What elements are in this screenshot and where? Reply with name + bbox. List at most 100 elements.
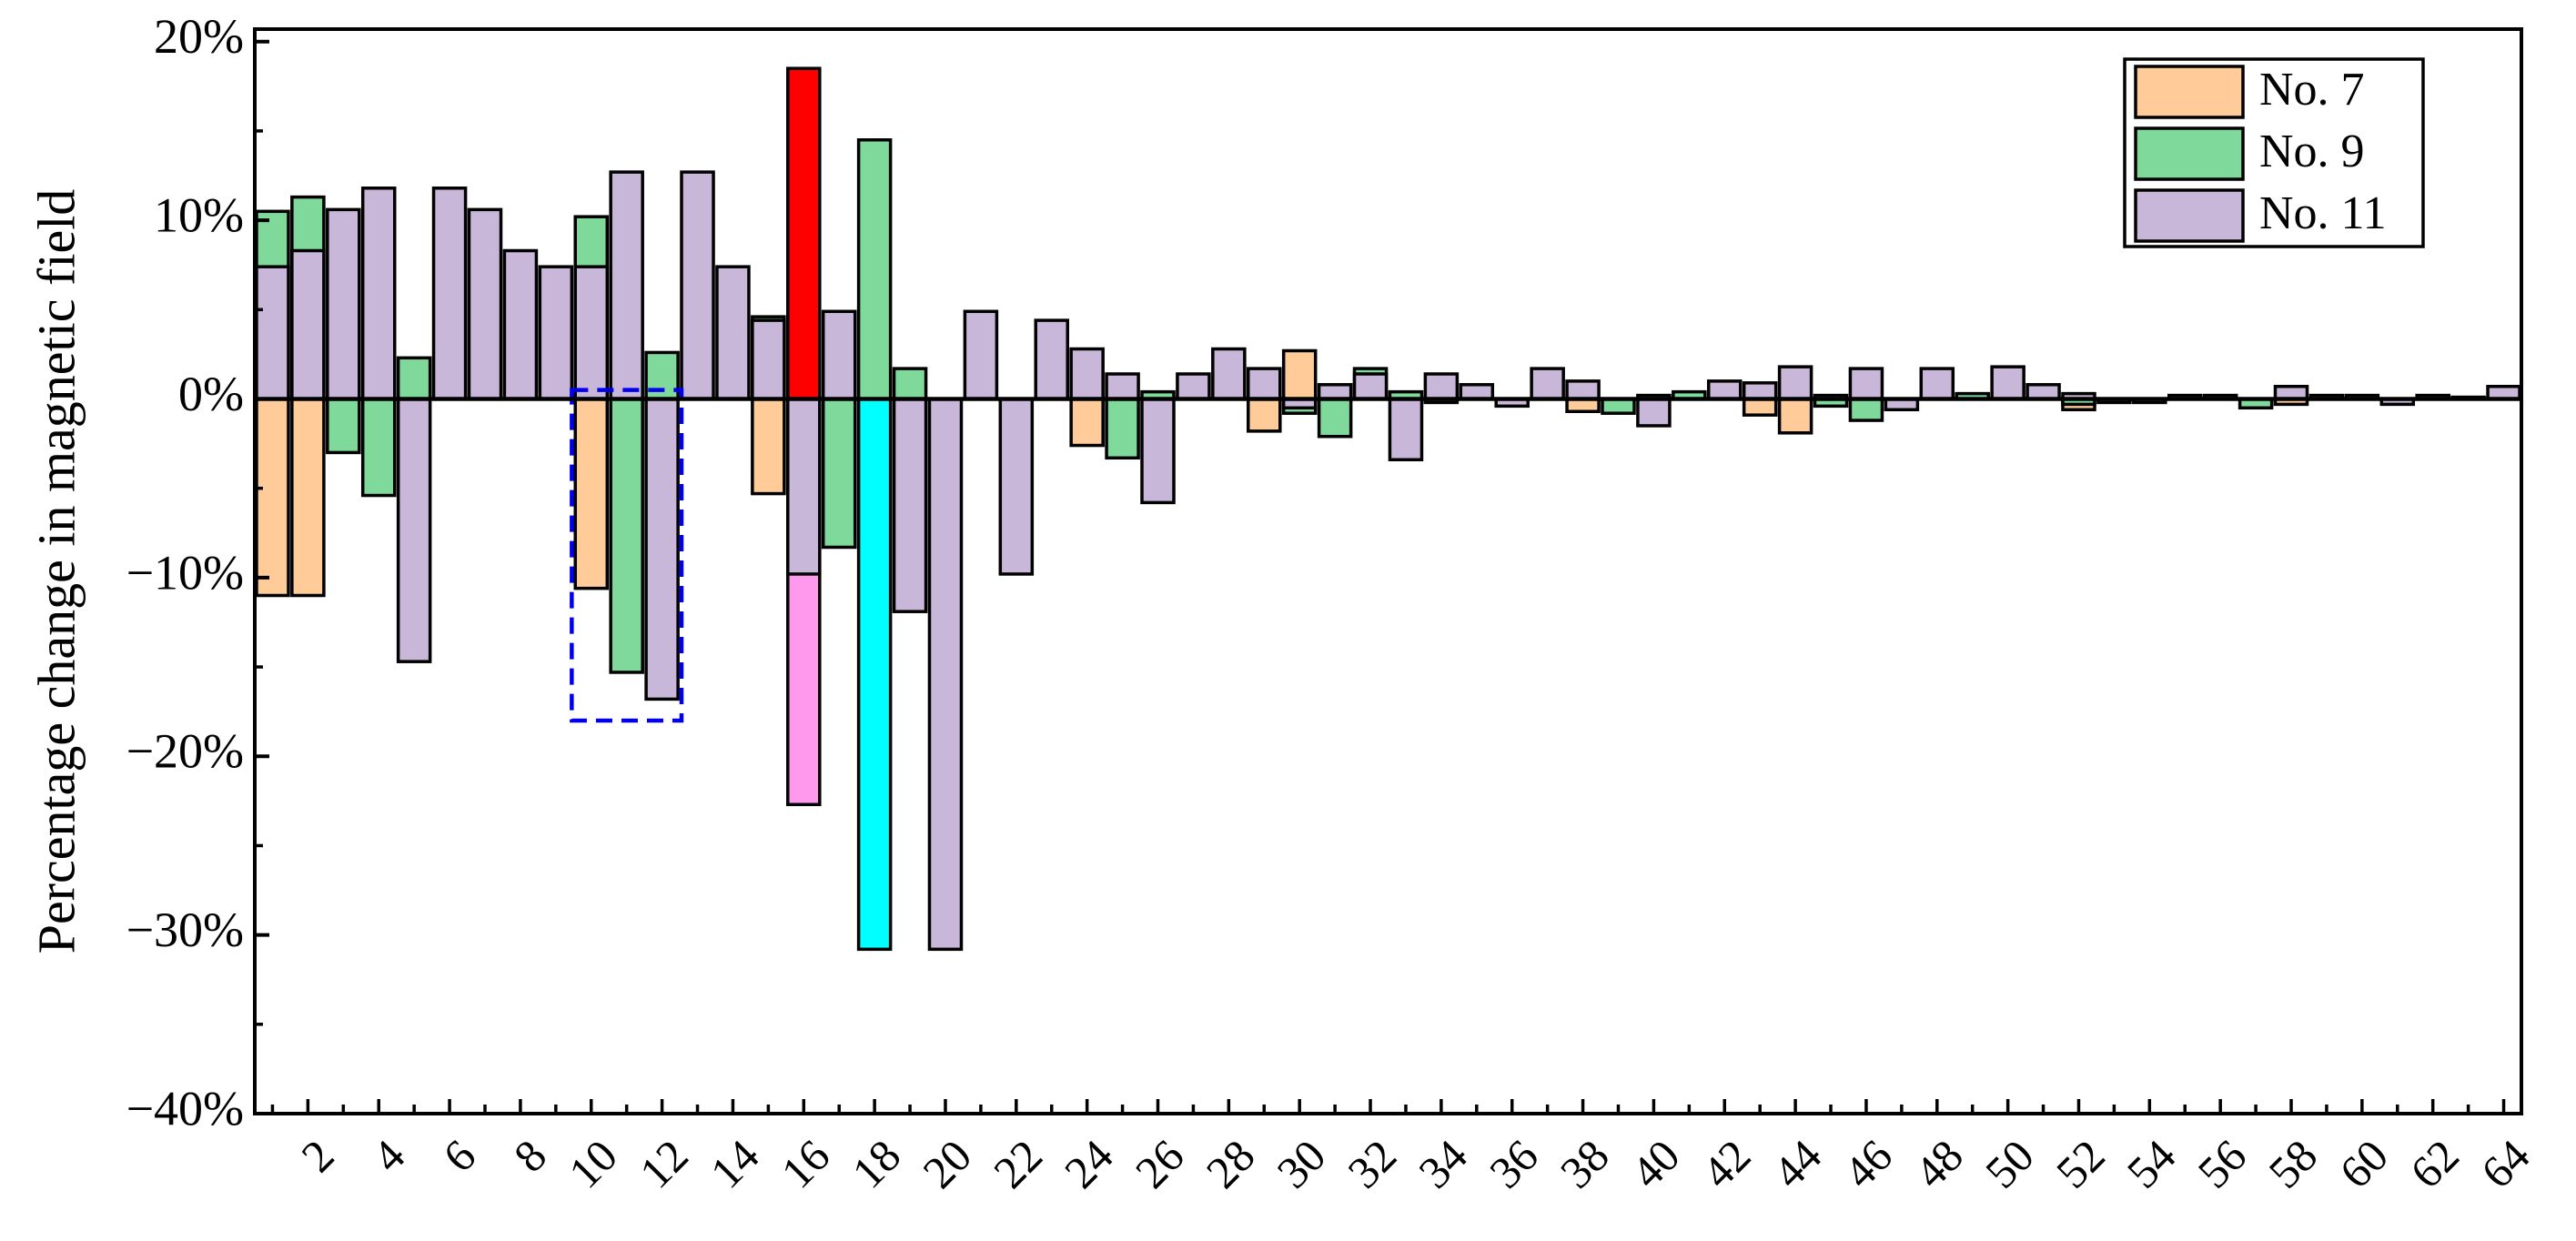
y-tick-label: −40% [126,1081,244,1135]
x-tick-label: 8 [504,1130,556,1182]
x-tick-label: 26 [1126,1130,1194,1198]
x-tick-label: 18 [842,1130,910,1198]
x-tick-label: 14 [701,1130,769,1198]
legend-swatch [2134,126,2245,181]
bar [1777,397,1813,435]
bar [751,397,786,496]
bar [856,138,893,401]
bar [396,356,432,401]
y-tick-label: 0% [178,367,244,421]
bar [431,187,468,401]
x-tick-label: 4 [362,1130,414,1182]
bar [1423,372,1460,401]
bar [1777,365,1813,401]
bar [1919,367,1955,401]
bar [1848,397,1884,422]
x-tick-label: 6 [433,1130,485,1182]
x-tick-label: 22 [984,1130,1052,1198]
bar [892,367,928,401]
legend-swatch [2134,65,2245,119]
bar [856,397,893,952]
bar [2025,383,2061,401]
bar [1069,397,1105,448]
bar [680,170,715,401]
x-tick-label: 16 [772,1130,840,1198]
x-tick-label: 24 [1055,1130,1123,1198]
x-tick-label: 30 [1267,1130,1335,1198]
x-tick-label: 42 [1692,1130,1761,1198]
annotation-box [570,388,684,723]
bar [326,207,361,401]
bar [290,397,326,598]
bar [786,397,822,576]
x-tick-label: 10 [559,1130,627,1198]
bar [963,309,999,401]
bar [255,397,290,598]
bar [1742,397,1778,417]
bar [1706,379,1743,401]
x-tick-label: 48 [1904,1130,1973,1198]
bar [1281,348,1318,401]
bar [467,207,503,401]
bar [1742,381,1778,401]
x-tick-label: 58 [2258,1130,2327,1198]
bar [290,248,326,401]
bar [360,397,397,498]
bar [360,187,397,401]
bar [1388,397,1424,462]
bar [644,397,680,701]
bar [927,397,964,952]
y-axis-title: Percentage change in magnetic field [26,189,86,954]
x-tick-label: 28 [1197,1130,1265,1198]
bar [396,397,432,663]
bar [786,66,822,401]
y-tick-label: −10% [126,545,244,600]
bar [715,265,751,401]
legend-label: No. 11 [2259,187,2387,239]
x-tick-label: 40 [1621,1130,1690,1198]
bar [573,397,610,590]
x-tick-label: 56 [2187,1130,2256,1198]
x-tick-label: 50 [1975,1130,2044,1198]
x-tick-label: 32 [1338,1130,1406,1198]
bar [1848,367,1884,401]
legend-swatch [2134,188,2245,243]
bar [609,170,644,401]
x-tick-label: 62 [2400,1130,2469,1198]
x-tick-label: 64 [2471,1130,2540,1198]
legend-label: No. 7 [2259,64,2365,116]
y-tick-label: −20% [126,724,244,779]
x-tick-label: 20 [913,1130,981,1198]
x-tick-label: 44 [1763,1130,1831,1198]
x-tick-label: 38 [1551,1130,1619,1198]
bar [821,309,857,401]
x-tick-label: 60 [2329,1130,2398,1198]
bar [502,248,539,401]
bar [326,397,361,455]
bar [255,265,290,401]
y-tick-label: 20% [154,9,244,64]
bar [1105,397,1140,460]
bar [1247,397,1282,433]
x-tick-label: 12 [630,1130,698,1198]
bar [538,265,574,401]
bar [1176,372,1211,401]
plot-frame [253,27,2523,1115]
bar [821,397,857,550]
bar [1105,372,1140,401]
bar [1317,397,1353,439]
x-tick-label: 34 [1409,1130,1477,1198]
y-tick-label: −30% [126,903,244,957]
x-tick-label: 2 [291,1130,343,1182]
bar [1211,347,1247,401]
bar [1530,367,1565,401]
bar [573,265,610,401]
bar [1034,318,1070,401]
y-tick-label: 10% [154,188,244,243]
x-tick-label: 52 [2046,1130,2115,1198]
bar [892,397,928,613]
x-tick-label: 54 [2117,1130,2186,1198]
bar [1636,397,1672,428]
bar [1317,383,1353,401]
